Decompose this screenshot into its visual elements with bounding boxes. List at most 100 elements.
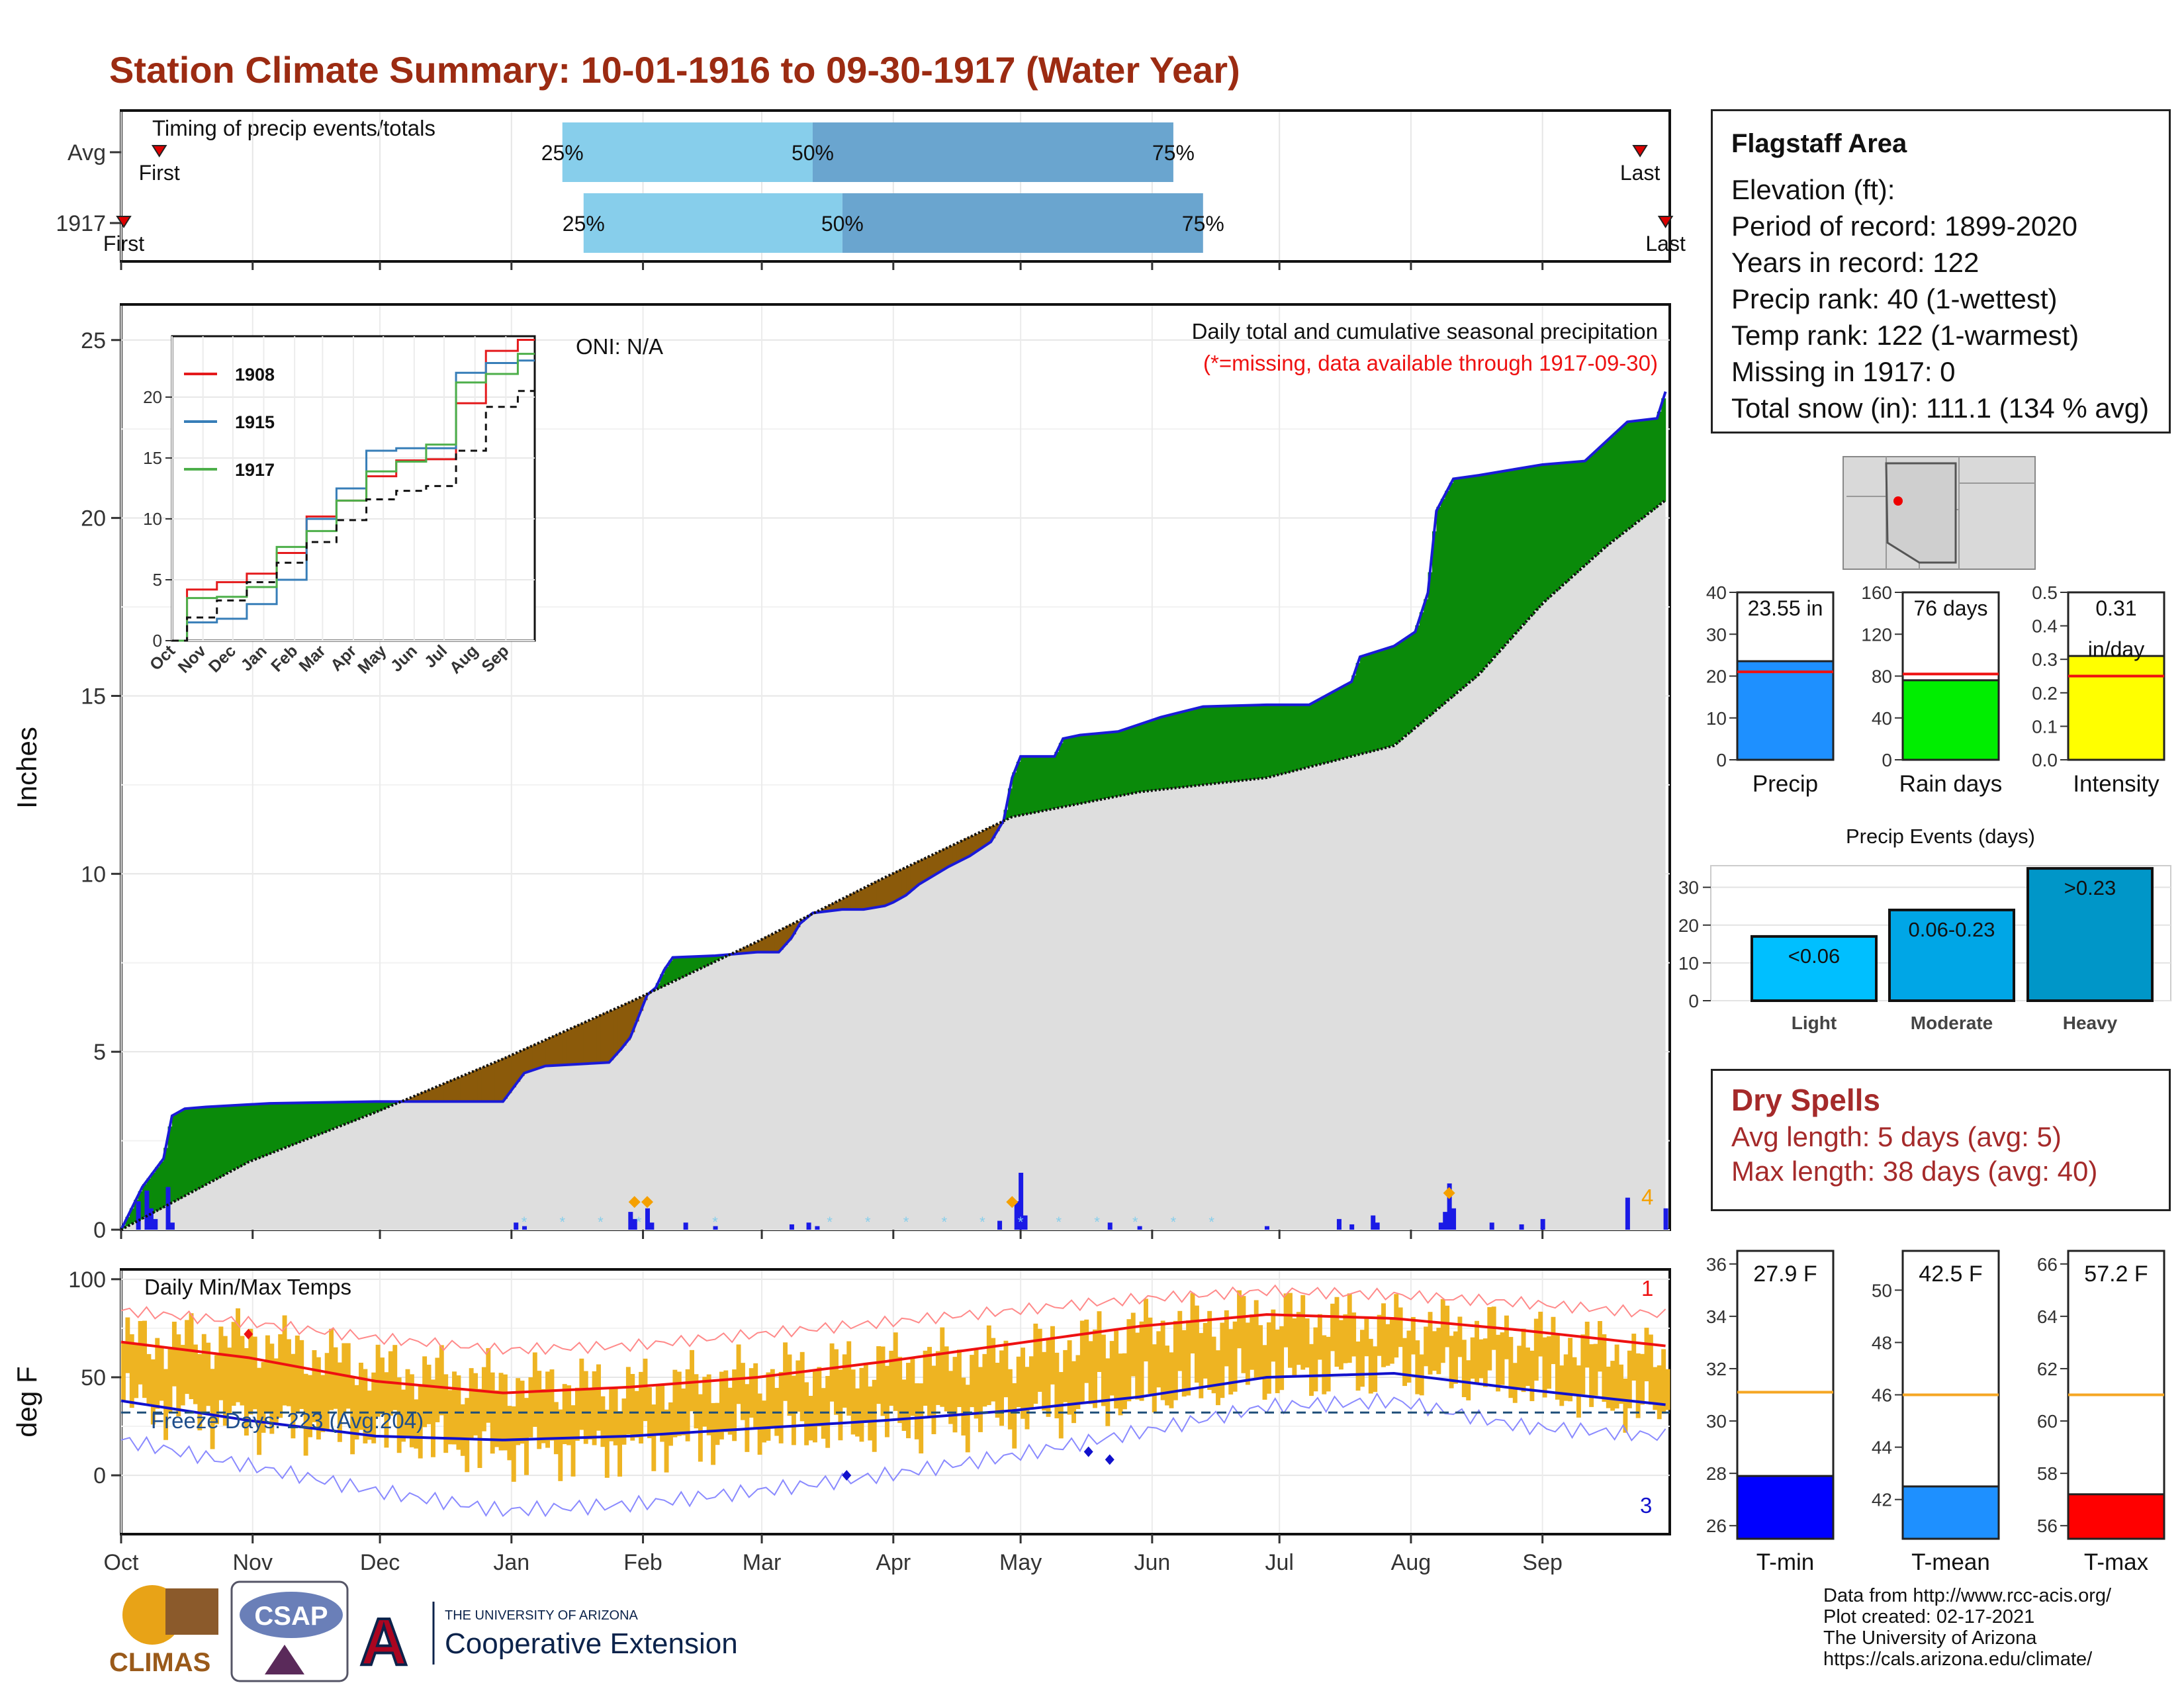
- surplus-area-segment: [371, 1101, 376, 1113]
- dry-spells-title: Dry Spells: [1731, 1080, 2150, 1120]
- daily-temp-range-bar: [809, 1396, 813, 1440]
- daily-temp-range-bar: [427, 1365, 432, 1424]
- daily-temp-range-bar: [804, 1383, 809, 1445]
- surplus-area-segment: [1118, 731, 1123, 796]
- daily-temp-range-bar: [838, 1369, 842, 1440]
- credits-url: https://cals.arizona.edu/climate/: [1823, 1649, 2111, 1670]
- deficit-area-segment: [931, 854, 936, 876]
- daily-temp-range-bar: [465, 1398, 469, 1472]
- daily-temp-range-bar: [957, 1349, 962, 1407]
- daily-temp-range-bar: [1305, 1318, 1310, 1367]
- summary-bar-intensity: [2068, 656, 2164, 760]
- daily-temp-range-bar: [1152, 1344, 1157, 1412]
- daily-temp-range-bar: [439, 1345, 444, 1415]
- deficit-area-segment: [927, 856, 932, 878]
- surplus-area-segment: [1598, 447, 1602, 552]
- surplus-area-segment: [236, 1105, 240, 1168]
- surplus-area-segment: [1126, 728, 1131, 794]
- deficit-area-segment: [944, 848, 949, 868]
- temp-summary-tick-label: 66: [2037, 1254, 2058, 1275]
- daily-temp-range-bar: [664, 1410, 669, 1473]
- surplus-area-segment: [197, 1107, 202, 1188]
- daily-temp-range-bar: [176, 1334, 181, 1416]
- surplus-area-segment: [1631, 421, 1636, 525]
- surplus-area-segment: [1207, 706, 1212, 784]
- surplus-area-segment: [1297, 705, 1301, 770]
- arizona-map: [1843, 457, 2035, 569]
- freeze-days-label: Freeze Days: 223 (Avg:204): [151, 1408, 424, 1433]
- daily-temp-range-bar: [1118, 1353, 1123, 1415]
- surplus-area-segment: [1186, 710, 1191, 786]
- daily-temp-range-bar: [575, 1388, 580, 1441]
- deficit-area-segment: [439, 1085, 444, 1102]
- daily-temp-range-bar: [690, 1350, 694, 1411]
- surplus-area-segment: [1063, 738, 1068, 806]
- surplus-area-segment: [1335, 690, 1340, 760]
- daily-temp-range-bar: [134, 1344, 138, 1398]
- daily-temp-range-bar: [248, 1329, 253, 1414]
- daily-temp-range-bar: [728, 1388, 733, 1435]
- deficit-area-segment: [563, 1031, 567, 1065]
- surplus-area-segment: [1453, 479, 1458, 694]
- daily-temp-range-bar: [605, 1410, 610, 1478]
- summary-bar-tick-label: 80: [1872, 666, 1892, 687]
- daily-temp-range-bar: [1140, 1322, 1144, 1401]
- surplus-area-segment: [1097, 733, 1102, 800]
- daily-precip-bar: [645, 1209, 650, 1230]
- daily-temp-range-bar: [766, 1373, 770, 1441]
- daily-temp-range-bar: [1169, 1352, 1174, 1408]
- daily-temp-range-bar: [1122, 1353, 1127, 1410]
- daily-temp-range-bar: [554, 1402, 559, 1454]
- month-label: Feb: [623, 1550, 662, 1575]
- daily-precip-bar: [1451, 1209, 1456, 1230]
- daily-temp-range-bar: [1008, 1369, 1013, 1430]
- daily-temp-range-bar: [1623, 1379, 1627, 1433]
- daily-temp-range-bar: [1089, 1341, 1093, 1404]
- daily-temp-range-bar: [1415, 1340, 1420, 1394]
- page-title: Station Climate Summary: 10-01-1916 to 0…: [109, 49, 1240, 91]
- snow-marker-icon: *: [903, 1214, 909, 1230]
- surplus-area-segment: [283, 1103, 287, 1148]
- surplus-area-segment: [172, 1115, 177, 1201]
- surplus-area-segment: [1300, 705, 1305, 769]
- surplus-area-segment: [1377, 651, 1382, 749]
- deficit-area-segment: [961, 840, 966, 859]
- surplus-area-segment: [265, 1103, 270, 1154]
- temp-summary-tick-label: 62: [2037, 1359, 2058, 1379]
- daily-temp-range-bar: [1645, 1328, 1649, 1381]
- summary-bar-tick-label: 0: [1882, 750, 1892, 770]
- daily-temp-range-bar: [1640, 1354, 1645, 1404]
- surplus-area-segment: [1224, 706, 1229, 782]
- daily-precip-bar: [684, 1222, 688, 1230]
- daily-temp-range-bar: [944, 1346, 949, 1411]
- inset-legend-label: 1915: [235, 412, 275, 432]
- surplus-area-segment: [1046, 756, 1051, 810]
- surplus-area-segment: [1292, 705, 1297, 771]
- daily-temp-range-bar: [130, 1334, 134, 1408]
- surplus-area-segment: [1466, 477, 1471, 683]
- surplus-area-segment: [1203, 707, 1208, 785]
- daily-temp-range-bar: [1216, 1350, 1220, 1405]
- daily-temp-range-bar: [906, 1363, 911, 1438]
- daily-temp-range-bar: [1182, 1330, 1187, 1396]
- daily-temp-range-bar: [1487, 1307, 1492, 1371]
- inset-ytick-label: 5: [153, 570, 162, 590]
- surplus-area-segment: [1602, 443, 1606, 549]
- temp-summary-tick-label: 36: [1706, 1254, 1727, 1275]
- daily-temp-range-bar: [800, 1352, 805, 1422]
- surplus-area-segment: [1122, 729, 1127, 795]
- snow-marker-icon: *: [1094, 1214, 1100, 1230]
- temp-summary-tick-label: 28: [1706, 1463, 1727, 1484]
- summary-bar-tick-label: 0.5: [2032, 582, 2058, 603]
- surplus-area-segment: [1615, 432, 1619, 538]
- deficit-area-segment: [860, 889, 864, 909]
- daily-temp-range-bar: [1156, 1331, 1161, 1387]
- surplus-area-segment: [1445, 491, 1449, 702]
- daily-temp-range-bar: [1471, 1338, 1475, 1379]
- daily-temp-range-bar: [966, 1385, 970, 1452]
- daily-temp-range-bar: [1275, 1330, 1280, 1393]
- daily-precip-bar: [1265, 1226, 1269, 1230]
- daily-temp-range-bar: [592, 1371, 597, 1445]
- surplus-area-segment: [1606, 439, 1611, 545]
- surplus-area-segment: [210, 1107, 215, 1181]
